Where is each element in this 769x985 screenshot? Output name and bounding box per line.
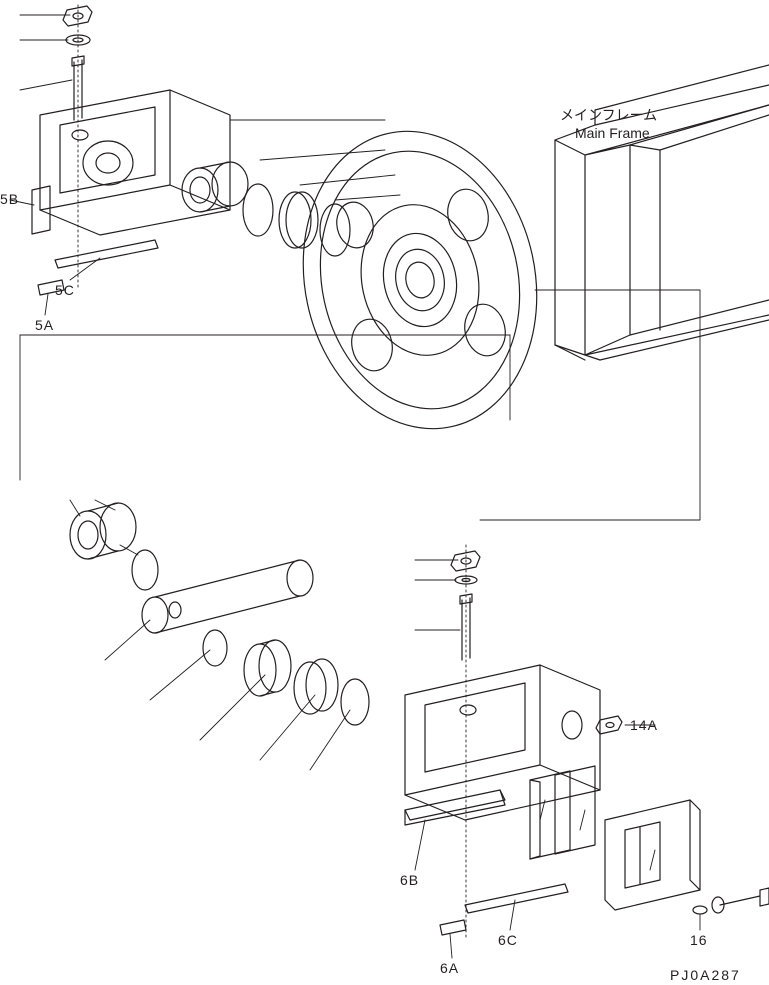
idler-wheel — [276, 109, 563, 450]
label-6a: 6A — [440, 960, 459, 976]
lower-bracket — [405, 551, 600, 825]
label-6c: 6C — [498, 932, 518, 948]
label-16: 16 — [690, 932, 708, 948]
label-14a: 14A — [630, 717, 658, 733]
label-5a: 5A — [35, 317, 54, 333]
label-6b: 6B — [400, 872, 419, 888]
top-shims — [32, 186, 158, 295]
top-bracket — [40, 6, 350, 256]
main-frame-en: Main Frame — [575, 125, 650, 141]
main-frame-jp: メインフレーム — [560, 107, 657, 123]
parts-diagram: 5B 5C 5A 6B 6C 6A 14A 16 メインフレーム Main Fr… — [0, 0, 769, 985]
label-5b: 5B — [0, 191, 19, 207]
lower-shaft-assembly — [70, 503, 369, 725]
label-5c: 5C — [55, 282, 75, 298]
drawing-id: PJ0A287 — [670, 967, 741, 983]
lower-plates — [440, 716, 769, 935]
